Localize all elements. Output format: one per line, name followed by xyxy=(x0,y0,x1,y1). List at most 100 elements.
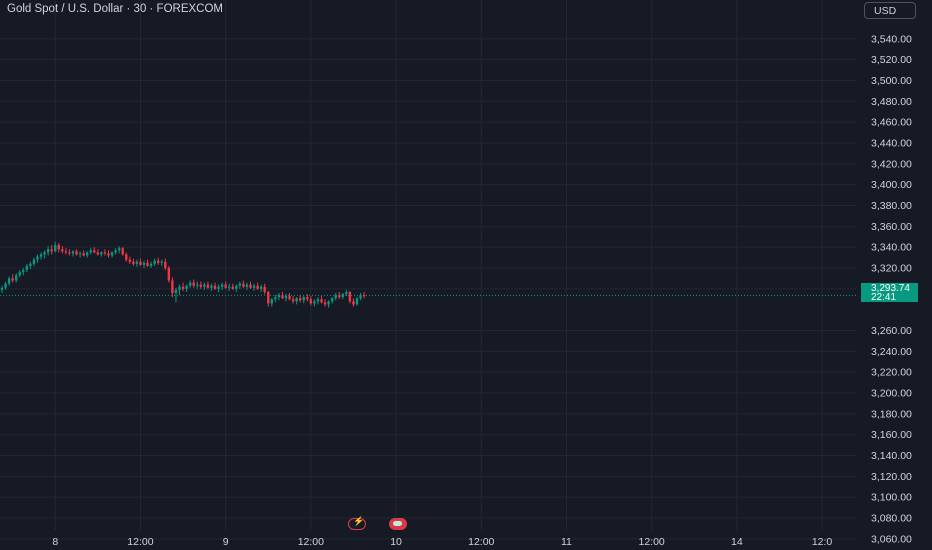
candle xyxy=(11,274,14,283)
candle-body xyxy=(181,286,185,289)
candle xyxy=(96,249,100,256)
symbol-title[interactable]: Gold Spot / U.S. Dollar · 30 · FOREXCOM xyxy=(7,3,224,15)
candle xyxy=(277,293,281,301)
candle xyxy=(252,283,256,291)
candle xyxy=(146,259,149,267)
candle xyxy=(299,295,302,303)
currency-button[interactable]: USD xyxy=(864,2,916,19)
candle xyxy=(341,293,344,300)
x-tick-label: 14 xyxy=(731,536,743,548)
candle xyxy=(54,241,57,253)
candle-body xyxy=(100,252,103,255)
flash-icon[interactable] xyxy=(348,516,366,530)
candle-body xyxy=(54,245,57,252)
candle-body xyxy=(309,299,313,304)
candle-body xyxy=(160,261,163,263)
candle xyxy=(160,259,163,266)
candle-body xyxy=(114,250,117,253)
x-tick-label: 12:00 xyxy=(127,536,153,548)
candle-body xyxy=(22,270,25,273)
candle-body xyxy=(82,253,85,256)
candle xyxy=(224,281,227,289)
candle-body xyxy=(306,297,309,300)
bar-countdown: 22:41 xyxy=(871,292,897,303)
candle-body xyxy=(68,252,71,254)
candle xyxy=(295,297,298,305)
candle-body xyxy=(167,268,171,281)
candle xyxy=(263,283,266,295)
candle xyxy=(4,281,7,290)
candle-body xyxy=(249,284,252,288)
candle-body xyxy=(15,275,18,281)
candle xyxy=(50,245,53,255)
candle-body xyxy=(71,251,75,254)
y-tick-label: 3,480.00 xyxy=(871,96,912,108)
candle-body xyxy=(220,284,224,287)
y-tick-label: 3,240.00 xyxy=(871,346,912,358)
y-tick-label: 3,160.00 xyxy=(871,429,912,441)
candle-body xyxy=(0,287,4,290)
candle xyxy=(135,259,139,267)
candle-body xyxy=(295,298,298,302)
x-tick-label: 12:00 xyxy=(298,536,324,548)
candle xyxy=(103,249,107,256)
candle xyxy=(117,246,121,254)
candle-body xyxy=(291,299,295,302)
candle-body xyxy=(320,299,323,303)
candle xyxy=(231,283,234,290)
candle xyxy=(149,261,153,268)
y-tick-label: 3,420.00 xyxy=(871,158,912,170)
candle-body xyxy=(117,248,121,251)
y-tick-label: 3,460.00 xyxy=(871,117,912,129)
candle xyxy=(270,298,273,307)
y-tick-label: 3,400.00 xyxy=(871,179,912,191)
candle xyxy=(93,247,96,254)
candle-body xyxy=(217,286,220,289)
candle xyxy=(284,294,288,302)
candle xyxy=(68,249,71,256)
candle xyxy=(18,270,21,278)
candle-body xyxy=(231,286,234,289)
candle xyxy=(338,291,341,300)
candle xyxy=(352,298,355,307)
candle-body xyxy=(135,261,139,264)
candle-body xyxy=(132,261,135,264)
candle xyxy=(302,296,305,304)
y-tick-label: 3,180.00 xyxy=(871,408,912,420)
candle-body xyxy=(277,295,281,298)
candle xyxy=(89,248,92,255)
time-axis[interactable]: 8 12:00 9 12:00 10 12:00 11 12:00 14 12:0 xyxy=(52,536,832,548)
candle-body xyxy=(355,298,359,305)
candle-body xyxy=(125,254,128,260)
candle xyxy=(43,250,46,259)
candle xyxy=(185,284,188,292)
candle-body xyxy=(348,291,352,302)
candle-body xyxy=(7,278,11,284)
candle xyxy=(203,282,206,290)
candle xyxy=(132,258,135,266)
candle xyxy=(7,276,11,286)
candle-body xyxy=(245,284,249,287)
candle xyxy=(291,296,295,304)
candle-body xyxy=(25,265,29,271)
candle-body xyxy=(128,259,131,262)
candles xyxy=(0,241,366,308)
candle-body xyxy=(274,297,277,300)
candle-body xyxy=(18,272,21,276)
candle-body xyxy=(203,284,206,287)
price-axis[interactable]: 3,540.00 3,520.00 3,500.00 3,480.00 3,460.00… xyxy=(871,33,912,545)
candle-body xyxy=(206,284,210,288)
candle xyxy=(217,284,220,292)
candle-body xyxy=(157,260,160,263)
x-tick-label: 11 xyxy=(561,536,572,548)
candle xyxy=(274,295,277,303)
y-tick-label: 3,220.00 xyxy=(871,367,912,379)
candle xyxy=(22,268,25,276)
candle xyxy=(213,282,217,290)
candle-body xyxy=(171,280,174,293)
candle-body xyxy=(50,249,53,252)
candle xyxy=(327,300,330,308)
earnings-icon[interactable] xyxy=(389,518,407,530)
candle-body xyxy=(164,261,167,268)
